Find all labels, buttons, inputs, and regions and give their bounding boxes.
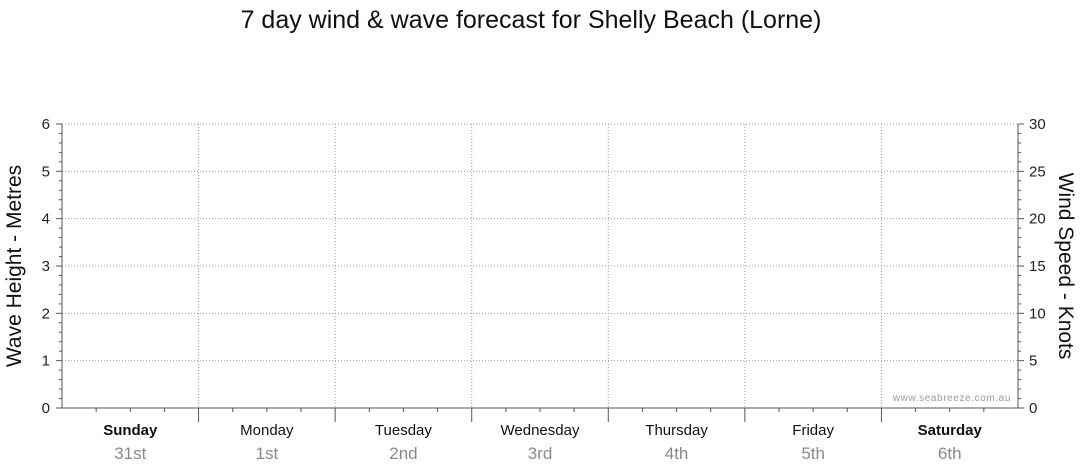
left-tick-label: 0 — [42, 400, 50, 417]
day-date-label: 6th — [938, 444, 962, 463]
day-name-label: Sunday — [103, 422, 158, 439]
day-date-label: 2nd — [389, 444, 417, 463]
left-tick-label: 1 — [42, 353, 50, 370]
left-tick-label: 3 — [42, 258, 50, 275]
day-name-label: Tuesday — [375, 422, 432, 439]
day-date-label: 5th — [801, 444, 825, 463]
credit-text: www.seabreeze.com.au — [892, 393, 1011, 404]
left-tick-label: 6 — [42, 116, 50, 133]
right-tick-label: 5 — [1029, 353, 1037, 370]
right-axis-ticks: 0 5 10 15 20 25 30 — [1029, 116, 1046, 417]
day-date-label: 3rd — [528, 444, 553, 463]
right-tick-label: 0 — [1029, 400, 1037, 417]
left-axis-title: Wave Height - Metres — [3, 165, 26, 367]
left-tick-label: 4 — [42, 211, 50, 228]
day-name-label: Saturday — [918, 422, 983, 439]
day-date-label: 1st — [256, 444, 279, 463]
left-tick-label: 2 — [42, 305, 50, 322]
left-tick-label: 5 — [42, 163, 50, 180]
right-tick-label: 20 — [1029, 211, 1046, 228]
day-name-label: Wednesday — [501, 422, 580, 439]
right-tick-label: 15 — [1029, 258, 1046, 275]
right-tick-label: 10 — [1029, 305, 1046, 322]
left-axis-ticks: 0 1 2 3 4 5 6 — [42, 116, 50, 417]
grid — [62, 123, 1018, 408]
day-name-label: Thursday — [645, 422, 708, 439]
day-name-label: Friday — [792, 422, 834, 439]
axes — [56, 123, 1024, 422]
right-tick-label: 25 — [1029, 163, 1046, 180]
day-name-label: Monday — [240, 422, 294, 439]
chart-title: 7 day wind & wave forecast for Shelly Be… — [240, 6, 822, 34]
day-date-label: 4th — [665, 444, 689, 463]
day-date-label: 31st — [114, 444, 146, 463]
right-axis-title: Wind Speed - Knots — [1054, 173, 1077, 360]
right-tick-label: 30 — [1029, 116, 1046, 133]
day-labels: Sunday 31st Monday 1st Tuesday 2nd Wednesday 3r… — [103, 422, 982, 463]
